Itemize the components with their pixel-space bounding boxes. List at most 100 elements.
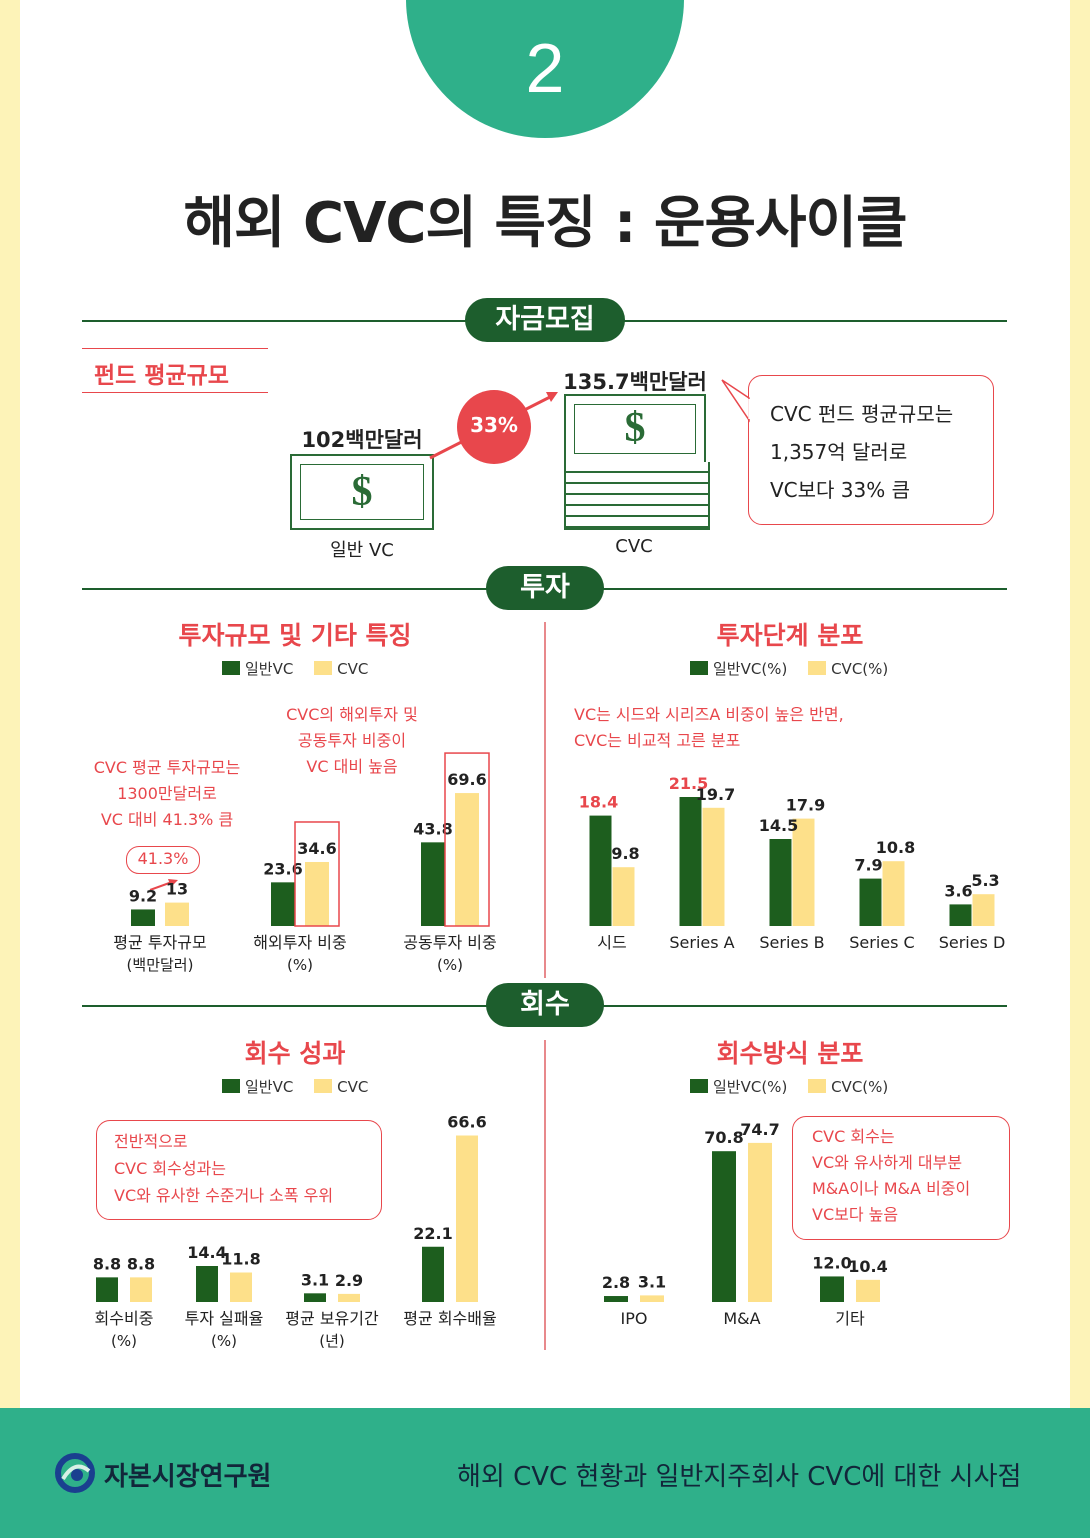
dollar-bill-icon: $ (290, 454, 434, 530)
report-title: 해외 CVC 현황과 일반지주회사 CVC에 대한 시사점 (457, 1462, 1022, 1492)
legend-label: CVC(%) (831, 660, 889, 678)
bar-vc (679, 797, 702, 926)
data-label-cvc: 3.1 (638, 1272, 666, 1291)
note-line: VC보다 높음 (812, 1205, 899, 1224)
data-label-vc: 70.8 (704, 1128, 743, 1147)
bar-vc (131, 909, 155, 926)
bar-cvc (640, 1295, 664, 1302)
section-pill-fundraising: 자금모집 (465, 298, 625, 342)
category-label: 평균 회수배율 (403, 1309, 496, 1328)
legend-recovery-perf: 일반VC CVC (222, 1076, 368, 1097)
subtitle-rule-top (82, 348, 268, 349)
bar-cvc (856, 1279, 880, 1302)
column-divider (544, 622, 546, 978)
data-label-vc: 2.8 (602, 1273, 630, 1292)
legend-swatch-vc (690, 1079, 708, 1093)
bar-vc (949, 904, 972, 926)
org-name: 자본시장연구원 (104, 1462, 272, 1492)
data-label-vc: 12.0 (812, 1253, 851, 1272)
note-line: M&A이나 M&A 비중이 (812, 1179, 971, 1198)
bar-vc (859, 878, 882, 926)
category-label: 시드 (597, 933, 626, 952)
data-label-cvc: 66.6 (447, 1113, 486, 1132)
bar-cvc (165, 902, 189, 926)
fund-callout-line: 1,357억 달러로 (770, 440, 908, 464)
bar-cvc (230, 1272, 252, 1302)
note-line: 공동투자 비중이 (297, 731, 407, 750)
category-label: 기타 (835, 1309, 865, 1328)
recovery-method-title: 회수방식 분포 (716, 1039, 864, 1068)
category-label: 투자 실패율 (185, 1309, 264, 1328)
note-line: VC와 유사한 수준거나 소폭 우위 (114, 1186, 334, 1205)
category-label: 공동투자 비중 (403, 933, 496, 952)
pct-arrow (149, 879, 178, 891)
data-label-cvc: 2.9 (335, 1271, 363, 1290)
fund-callout-line: VC보다 33% 큼 (770, 478, 911, 502)
legend-swatch-cvc (808, 1079, 827, 1093)
increase-circle (457, 390, 531, 464)
fund-callout-line: CVC 펀드 평균규모는 (770, 402, 954, 426)
note-line: VC 대비 높음 (306, 757, 398, 776)
note-line: 전반적으로 (114, 1132, 188, 1151)
legend-label: CVC (337, 660, 369, 678)
category-label: Series A (669, 933, 734, 952)
data-label-vc: 14.5 (759, 816, 798, 835)
highlight-box (444, 752, 490, 927)
data-label-cvc: 9.8 (611, 844, 639, 863)
note-line: CVC 평균 투자규모는 (93, 758, 241, 777)
note-line: VC와 유사하게 대부분 (812, 1153, 963, 1172)
category-label: 회수비중 (95, 1309, 154, 1328)
data-label-vc: 18.4 (579, 793, 618, 812)
bar-cvc (748, 1142, 772, 1302)
data-label-vc: 3.6 (944, 881, 972, 900)
data-label-cvc: 69.6 (447, 770, 486, 789)
category-label: M&A (723, 1309, 760, 1328)
bar-vc (769, 839, 792, 926)
note-line: VC는 시드와 시리즈A 비중이 높은 반면, (574, 705, 844, 724)
callout-pointer (721, 379, 752, 423)
data-label-cvc: 19.7 (696, 785, 735, 804)
category-label: 해외투자 비중 (253, 933, 346, 952)
data-label-vc: 21.5 (669, 774, 708, 793)
vc-fund-amount: 102백만달러 (301, 428, 423, 452)
legend-swatch-cvc (314, 661, 333, 675)
bar-cvc (305, 861, 329, 926)
category-unit: (%) (211, 1332, 237, 1350)
section-pill-recovery: 회수 (486, 983, 604, 1027)
bar-cvc (455, 793, 479, 926)
pct-bubble-value: 41.3% (137, 849, 189, 868)
bar-vc (422, 1246, 444, 1302)
note-line: VC 대비 41.3% 큼 (100, 810, 234, 829)
legend-label: 일반VC(%) (713, 1078, 788, 1096)
legend-swatch-cvc (314, 1079, 333, 1093)
bill-stack-lines (564, 462, 710, 530)
bar-vc (712, 1151, 736, 1302)
bar-cvc (612, 867, 635, 926)
category-unit: (백만달러) (127, 956, 194, 974)
bar-vc (820, 1276, 844, 1302)
legend-label: CVC(%) (831, 1078, 889, 1096)
bar-vc (604, 1296, 628, 1302)
data-label-vc: 9.2 (129, 886, 157, 905)
legend-label: 일반VC(%) (713, 660, 788, 678)
increase-value: 33% (470, 413, 518, 437)
section-pill-investment: 투자 (486, 566, 604, 610)
subtitle-rule-bottom (82, 392, 268, 393)
category-unit: (년) (319, 1332, 345, 1350)
category-label: Series D (939, 933, 1006, 952)
bar-vc (196, 1266, 218, 1302)
category-unit: (%) (111, 1332, 137, 1350)
bar-vc (96, 1277, 118, 1302)
bar-vc (271, 882, 295, 926)
data-label-vc: 7.9 (854, 856, 882, 875)
data-label-cvc: 5.3 (971, 871, 999, 890)
category-label: 평균 투자규모 (113, 933, 206, 952)
invest-stage-title: 투자단계 분포 (716, 621, 864, 650)
data-label-vc: 23.6 (263, 859, 302, 878)
fund-size-subtitle: 펀드 평균규모 (94, 363, 229, 389)
category-label: Series B (759, 933, 824, 952)
bar-cvc (702, 807, 725, 926)
fund-callout (748, 375, 994, 525)
method-callout (792, 1116, 1010, 1240)
